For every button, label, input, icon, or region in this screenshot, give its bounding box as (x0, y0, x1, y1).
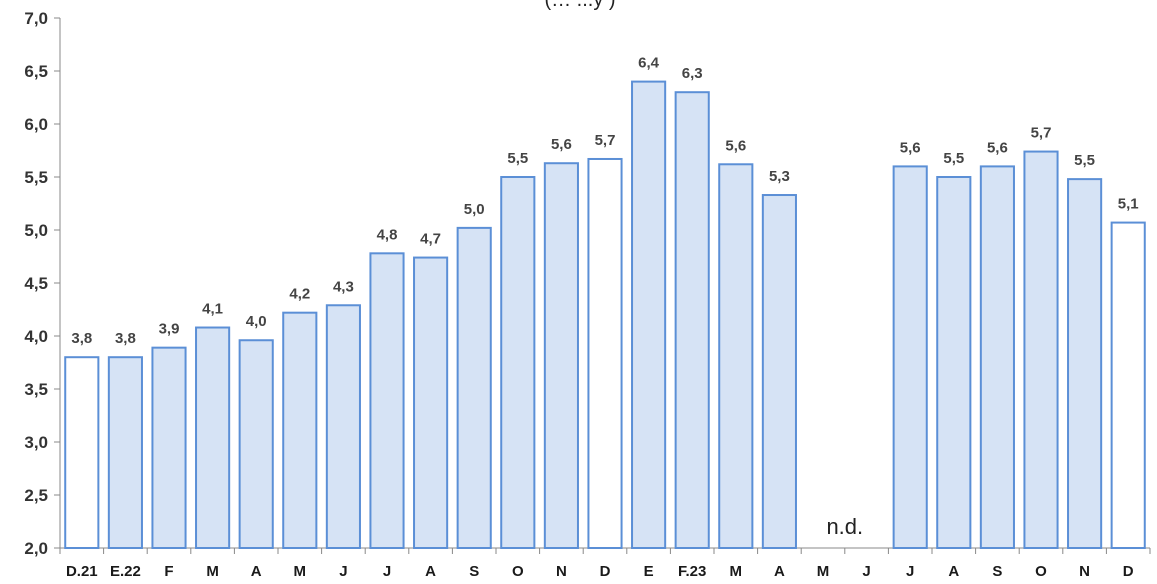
data-label-19: 5,6 (900, 139, 921, 156)
data-labels: 3,8 3,8 3,9 4,1 4,0 4,2 4,3 4,8 4,7 5,0 5,5 5,6 5,7 6… (71, 55, 1138, 348)
category-label-24: D (1123, 563, 1134, 580)
y-tick-label: 3,5 (24, 380, 48, 399)
category-label-4: A (251, 563, 262, 580)
category-label-18: J (862, 563, 870, 580)
data-label-5: 4,2 (289, 286, 310, 303)
data-label-22: 5,7 (1031, 125, 1052, 142)
y-tick-label: 5,0 (24, 221, 48, 240)
bar-0 (64, 356, 100, 550)
bar-16 (761, 194, 797, 550)
category-label-2: F (164, 563, 173, 580)
category-label-10: O (512, 563, 524, 580)
bar-14 (674, 91, 710, 549)
y-tick-label: 4,5 (24, 274, 48, 293)
y-tick-label: 3,0 (24, 433, 48, 452)
bar-8 (413, 256, 449, 549)
data-label-8: 4,7 (420, 231, 441, 248)
bar-5 (282, 311, 318, 549)
category-label-14: F.23 (678, 563, 706, 580)
data-label-4: 4,0 (246, 313, 267, 330)
bar-11 (543, 162, 579, 549)
data-label-23: 5,5 (1074, 152, 1095, 169)
data-label-20: 5,5 (943, 150, 964, 167)
data-label-21: 5,6 (987, 139, 1008, 156)
bar-13 (631, 80, 667, 549)
y-tick-label: 6,0 (24, 115, 48, 134)
data-label-10: 5,5 (507, 150, 528, 167)
bar-1 (107, 356, 143, 550)
y-tick-label: 2,5 (24, 486, 48, 505)
data-label-14: 6,3 (682, 65, 703, 82)
bar-22 (1023, 150, 1059, 549)
bar-2 (151, 346, 187, 549)
bar-19 (892, 165, 928, 549)
missing-data-label: n.d. (826, 514, 863, 539)
data-label-3: 4,1 (202, 301, 223, 318)
bar-10 (500, 176, 536, 549)
category-label-13: E (644, 563, 654, 580)
bar-20 (936, 176, 972, 549)
y-axis: 2,0 2,5 3,0 3,5 4,0 4,5 5,0 5,5 6,0 6,5 7,0 (24, 9, 61, 558)
category-label-22: O (1035, 563, 1047, 580)
category-label-7: J (383, 563, 391, 580)
category-labels: D.21 E.22 F M A M J J A S O N D E F.23 M A M J J A S O N D (66, 563, 1134, 580)
category-label-17: M (817, 563, 830, 580)
bar-12 (587, 157, 623, 549)
bars (64, 80, 1146, 550)
bar-24 (1110, 221, 1146, 550)
category-label-9: S (469, 563, 479, 580)
chart-title: (… ...y ) (544, 0, 615, 11)
bar-3 (195, 326, 231, 549)
y-tick-label: 5,5 (24, 168, 48, 187)
bar-21 (979, 165, 1015, 549)
bar-6 (325, 304, 361, 550)
data-label-24: 5,1 (1118, 196, 1139, 213)
category-label-8: A (425, 563, 436, 580)
y-tick-label: 2,0 (24, 539, 48, 558)
y-tick-label: 7,0 (24, 9, 48, 28)
data-label-2: 3,9 (159, 321, 180, 338)
data-label-0: 3,8 (71, 330, 92, 347)
bar-15 (718, 163, 754, 549)
data-label-7: 4,8 (377, 226, 398, 243)
category-label-11: N (556, 563, 567, 580)
bar-4 (238, 339, 274, 549)
category-label-3: M (206, 563, 219, 580)
category-label-15: M (730, 563, 743, 580)
data-label-15: 5,6 (725, 137, 746, 154)
data-label-13: 6,4 (638, 55, 660, 72)
y-tick-label: 4,0 (24, 327, 48, 346)
category-label-21: S (992, 563, 1002, 580)
category-label-1: E.22 (110, 563, 141, 580)
category-label-12: D (600, 563, 611, 580)
data-label-1: 3,8 (115, 330, 136, 347)
data-label-9: 5,0 (464, 201, 485, 218)
bar-23 (1067, 178, 1103, 549)
category-label-0: D.21 (66, 563, 98, 580)
bar-9 (456, 226, 492, 549)
data-label-6: 4,3 (333, 278, 354, 295)
category-label-20: A (948, 563, 959, 580)
bar-7 (369, 252, 405, 549)
category-label-5: M (294, 563, 307, 580)
category-label-19: J (906, 563, 914, 580)
data-label-16: 5,3 (769, 168, 790, 185)
category-label-16: A (774, 563, 785, 580)
data-label-11: 5,6 (551, 136, 572, 153)
category-label-23: N (1079, 563, 1090, 580)
category-label-6: J (339, 563, 347, 580)
y-tick-label: 6,5 (24, 62, 48, 81)
data-label-12: 5,7 (595, 132, 616, 149)
